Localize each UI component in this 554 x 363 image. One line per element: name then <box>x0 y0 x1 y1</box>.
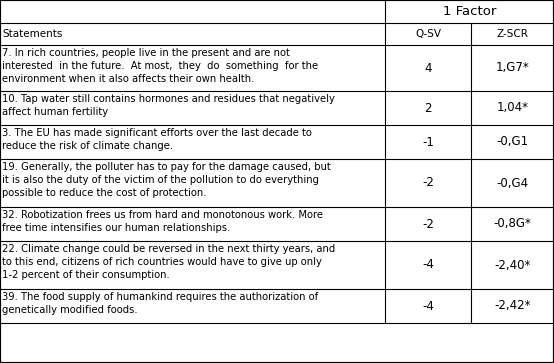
Text: -0,8G*: -0,8G* <box>494 217 531 231</box>
Text: -2: -2 <box>422 217 434 231</box>
Text: -2,40*: -2,40* <box>494 258 531 272</box>
Text: Z-SCR: Z-SCR <box>496 29 529 39</box>
Text: -1: -1 <box>422 135 434 148</box>
Text: 1 Factor: 1 Factor <box>443 5 496 18</box>
Text: 7. In rich countries, people live in the present and are not
interested  in the : 7. In rich countries, people live in the… <box>2 48 318 83</box>
Text: 32. Robotization frees us from hard and monotonous work. More
free time intensif: 32. Robotization frees us from hard and … <box>2 210 323 233</box>
Text: Statements: Statements <box>2 29 63 39</box>
Text: Q-SV: Q-SV <box>415 29 441 39</box>
Text: 10. Tap water still contains hormones and residues that negatively
affect human : 10. Tap water still contains hormones an… <box>2 94 335 117</box>
Text: 2: 2 <box>424 102 432 114</box>
Text: 22. Climate change could be reversed in the next thirty years, and
to this end, : 22. Climate change could be reversed in … <box>2 244 335 280</box>
Text: -0,G4: -0,G4 <box>496 176 529 189</box>
Text: 19. Generally, the polluter has to pay for the damage caused, but
it is also the: 19. Generally, the polluter has to pay f… <box>2 162 331 197</box>
Text: 1,04*: 1,04* <box>496 102 529 114</box>
Text: -4: -4 <box>422 258 434 272</box>
Text: -2,42*: -2,42* <box>494 299 531 313</box>
Text: -2: -2 <box>422 176 434 189</box>
Text: 3. The EU has made significant efforts over the last decade to
reduce the risk o: 3. The EU has made significant efforts o… <box>2 128 312 151</box>
Text: 1,G7*: 1,G7* <box>496 61 529 74</box>
Text: 39. The food supply of humankind requires the authorization of
genetically modif: 39. The food supply of humankind require… <box>2 292 318 315</box>
Text: 4: 4 <box>424 61 432 74</box>
Text: -4: -4 <box>422 299 434 313</box>
Text: -0,G1: -0,G1 <box>496 135 529 148</box>
